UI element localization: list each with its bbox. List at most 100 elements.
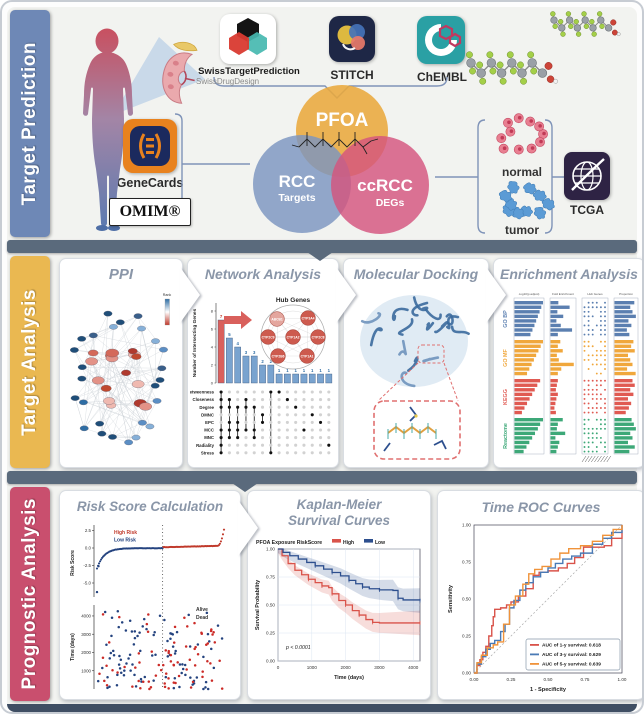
svg-text:0.00: 0.00 [266, 659, 275, 664]
svg-text:0.75: 0.75 [266, 575, 275, 580]
svg-text:GO BP: GO BP [503, 310, 509, 328]
swissdrugdesign-sublabel: SwissDrugDesign [196, 77, 260, 86]
svg-text:Betweenness: Betweenness [190, 390, 215, 395]
tumor-label: tumor [505, 223, 539, 237]
svg-text:8: 8 [211, 309, 214, 314]
venn-rcc-sublabel: Targets [278, 192, 315, 204]
svg-text:4: 4 [236, 341, 239, 346]
svg-text:0.25: 0.25 [266, 631, 275, 636]
omim-logo: OMIM® [109, 198, 191, 226]
venn-pfoa-label: PFOA [316, 110, 369, 131]
svg-text:Time (days): Time (days) [334, 675, 364, 681]
svg-text:1: 1 [328, 368, 331, 373]
chembl-logo-icon [417, 16, 465, 64]
separator-notch [307, 252, 333, 261]
svg-text:3: 3 [253, 350, 256, 355]
hub-genes-diagram: Hub Genes ABCB1 CYP3A4 CYP2C9 CYP1A2 CYP2C8 CY… [260, 297, 326, 370]
venn-ccrcc-sublabel: DEGs [376, 197, 405, 209]
svg-text:CYP1A2: CYP1A2 [287, 335, 300, 339]
svg-text:0: 0 [211, 381, 214, 386]
svg-text:p < 0.0001: p < 0.0001 [285, 645, 311, 651]
svg-text:0.50: 0.50 [266, 603, 275, 608]
svg-text:Time (days): Time (days) [70, 633, 76, 661]
band-separator [7, 240, 637, 261]
svg-text:2: 2 [211, 363, 214, 368]
sidebar-target-analysis: Target Analysis [10, 256, 50, 468]
svg-text:0.00: 0.00 [462, 671, 471, 676]
svg-text:1: 1 [278, 368, 281, 373]
svg-text:Reactome: Reactome [503, 423, 509, 449]
km-title-line1: Kaplan-Meier [296, 497, 382, 512]
sidebar-target-prediction: Target Prediction [10, 10, 50, 237]
svg-text:CYP2B6: CYP2B6 [272, 354, 285, 358]
svg-text:Sensitivity: Sensitivity [448, 584, 454, 613]
svg-text:Rank: Rank [163, 293, 172, 297]
svg-text:Low: Low [375, 540, 385, 546]
ppi-title: PPI [108, 266, 134, 283]
section-label: Target Analysis [19, 288, 40, 436]
molecular-docking-title: Molecular Docking [353, 266, 479, 282]
svg-text:1 - Specificity: 1 - Specificity [530, 687, 567, 693]
svg-text:0.00: 0.00 [470, 677, 479, 682]
svg-text:0.75: 0.75 [462, 560, 471, 565]
svg-text:-log10(p.adjust): -log10(p.adjust) [519, 292, 540, 296]
svg-text:1000: 1000 [81, 668, 91, 673]
section-label: Prognostic Analysis [19, 498, 40, 690]
flow-arrow [180, 267, 200, 323]
svg-text:KEGG: KEGG [503, 389, 509, 405]
svg-text:0.25: 0.25 [507, 677, 516, 682]
tcga-label: TCGA [570, 203, 604, 217]
connector-lines [174, 76, 564, 234]
svg-text:CYP1A1: CYP1A1 [301, 354, 314, 358]
svg-text:Alive: Alive [196, 607, 208, 613]
svg-text:MCC: MCC [204, 428, 214, 433]
kidney-illustration [162, 41, 198, 104]
svg-text:AUC of 3-y survival: 0.629: AUC of 3-y survival: 0.629 [542, 652, 601, 658]
prognostic-analysis-band: Prognostic Analysis Risk Score Calculati… [7, 484, 642, 704]
enrichment-analysis-panel: Enrichment Analysis -log10(p.adjust) Fold… [493, 258, 642, 468]
stitch-logo-icon [329, 16, 375, 62]
svg-text:Hub Genes: Hub Genes [276, 297, 311, 304]
svg-text:-2.5: -2.5 [83, 563, 91, 568]
pfoa-molecule-models [466, 11, 621, 85]
svg-text:0.25: 0.25 [462, 634, 471, 639]
svg-text:3: 3 [245, 350, 248, 355]
svg-text:2.5: 2.5 [85, 528, 92, 533]
time-roc-chart: 0.00 0.25 0.50 0.75 1.00 0.00 0.25 0.50 0.75 1.00… [448, 523, 627, 693]
ppi-network-chart: Rank [70, 293, 172, 446]
svg-text:1: 1 [311, 368, 314, 373]
svg-text:1.00: 1.00 [266, 547, 275, 552]
risk-score-panel: Risk Score Calculation 2.5 0.0 -2.5 -5.0 Ris… [59, 490, 241, 700]
svg-text:0.0: 0.0 [85, 546, 92, 551]
svg-text:Fold Enrichment: Fold Enrichment [552, 292, 574, 296]
hub-arrow-icon [224, 311, 252, 329]
svg-text:EPC: EPC [205, 420, 214, 425]
svg-text:High Risk: High Risk [114, 530, 137, 536]
normal-tumor-cells [496, 113, 555, 220]
svg-text:High: High [343, 540, 354, 546]
svg-text:2: 2 [261, 359, 264, 364]
svg-text:4000: 4000 [81, 614, 91, 619]
chembl-label: ChEMBL [417, 70, 467, 84]
svg-text:AUC of 5-y survival: 0.639: AUC of 5-y survival: 0.639 [542, 662, 601, 668]
genecards-logo-icon [123, 119, 177, 173]
sidebar-prognostic-analysis: Prognostic Analysis [10, 487, 50, 701]
time-roc-title: Time ROC Curves [481, 499, 601, 515]
svg-text:DMNC: DMNC [201, 412, 214, 417]
svg-text:4: 4 [211, 345, 214, 350]
tcga-logo-icon [564, 152, 610, 200]
svg-text:1: 1 [303, 368, 306, 373]
kaplan-meier-panel: Kaplan-Meier Survival Curves PFOA Exposu… [247, 490, 431, 700]
svg-text:MNC: MNC [204, 435, 214, 440]
svg-text:6: 6 [211, 327, 214, 332]
stitch-label: STITCH [330, 68, 374, 82]
svg-text:CYP2C9: CYP2C9 [262, 335, 275, 339]
svg-text:Survival Probability: Survival Probability [255, 580, 261, 630]
swisstargetprediction-logo-icon [220, 14, 276, 64]
svg-text:1000: 1000 [307, 665, 318, 670]
svg-text:2000: 2000 [341, 665, 352, 670]
human-body-illustration [83, 28, 205, 231]
ppi-panel: PPI Rank [59, 258, 183, 468]
